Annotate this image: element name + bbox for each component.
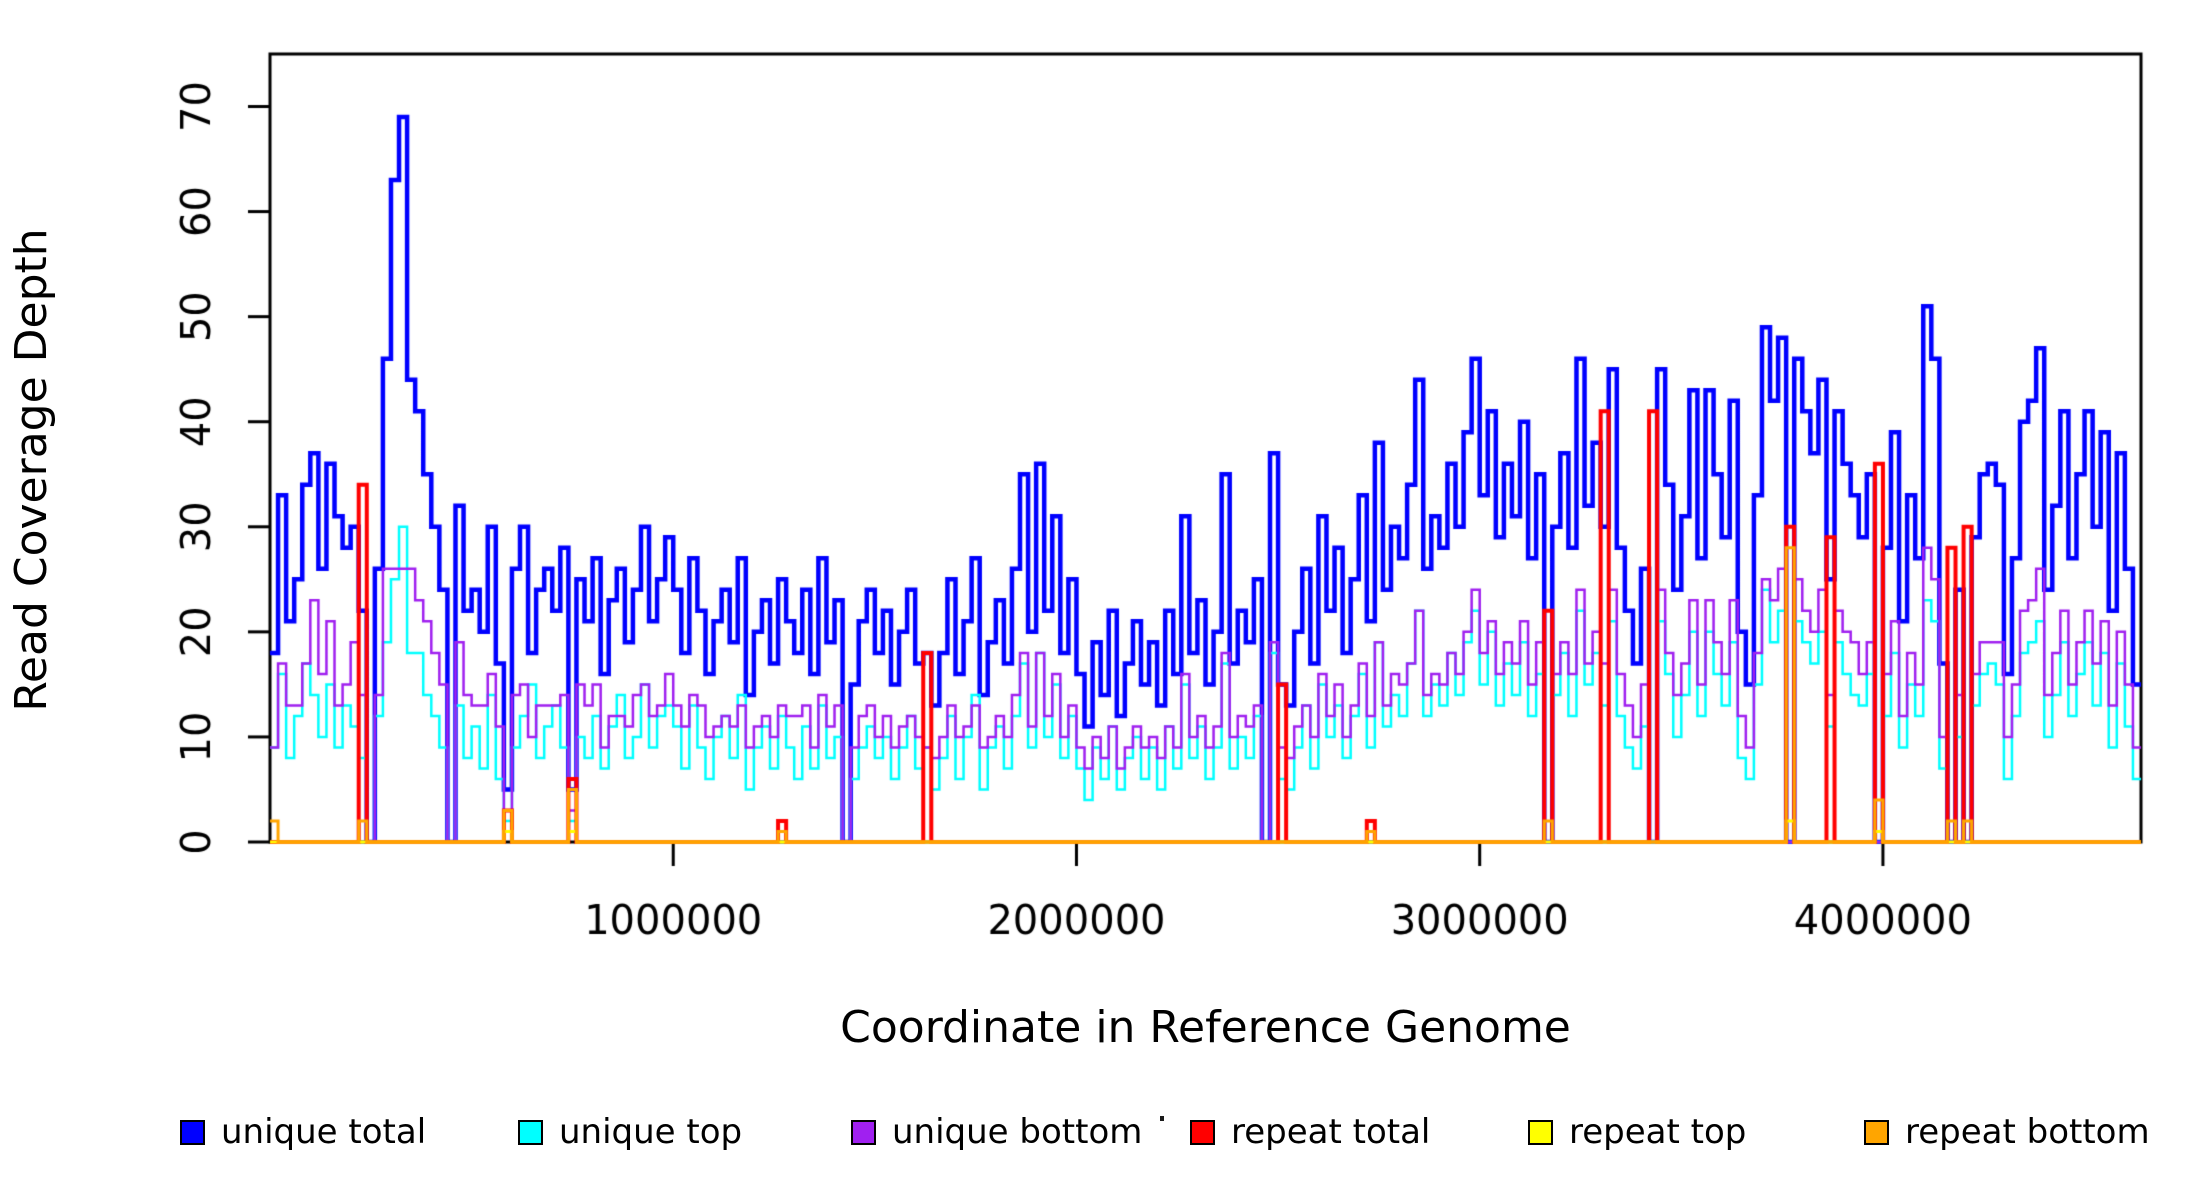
- y-axis-title: Read Coverage Depth: [6, 228, 57, 712]
- repeat-total-swatch-icon: [1190, 1119, 1215, 1145]
- legend-item-unique-total: unique total: [180, 1112, 426, 1152]
- legend-item-repeat-bottom: repeat bottom: [1864, 1112, 2150, 1152]
- legend-label: unique total: [221, 1112, 427, 1152]
- legend-item-unique-bottom: unique bottom: [851, 1112, 1142, 1152]
- legend-label: unique top: [559, 1112, 743, 1152]
- legend-item-unique-top: unique top: [518, 1112, 742, 1152]
- legend-item-repeat-total: repeat total: [1190, 1112, 1430, 1152]
- unique-bottom-swatch-icon: [851, 1119, 876, 1145]
- repeat-top-swatch-icon: [1528, 1119, 1553, 1145]
- legend-label: repeat bottom: [1905, 1112, 2150, 1152]
- x-axis-title: Coordinate in Reference Genome: [840, 1002, 1571, 1053]
- unique-top-swatch-icon: [518, 1119, 543, 1145]
- legend-item-repeat-top: repeat top: [1528, 1112, 1746, 1152]
- legend-label: unique bottom: [892, 1112, 1143, 1152]
- repeat-bottom-swatch-icon: [1864, 1119, 1889, 1145]
- legend-label: repeat total: [1231, 1112, 1431, 1152]
- legend-label: repeat top: [1569, 1112, 1747, 1152]
- unique-total-swatch-icon: [180, 1119, 205, 1145]
- stray-dot-artifact: [1160, 1116, 1164, 1121]
